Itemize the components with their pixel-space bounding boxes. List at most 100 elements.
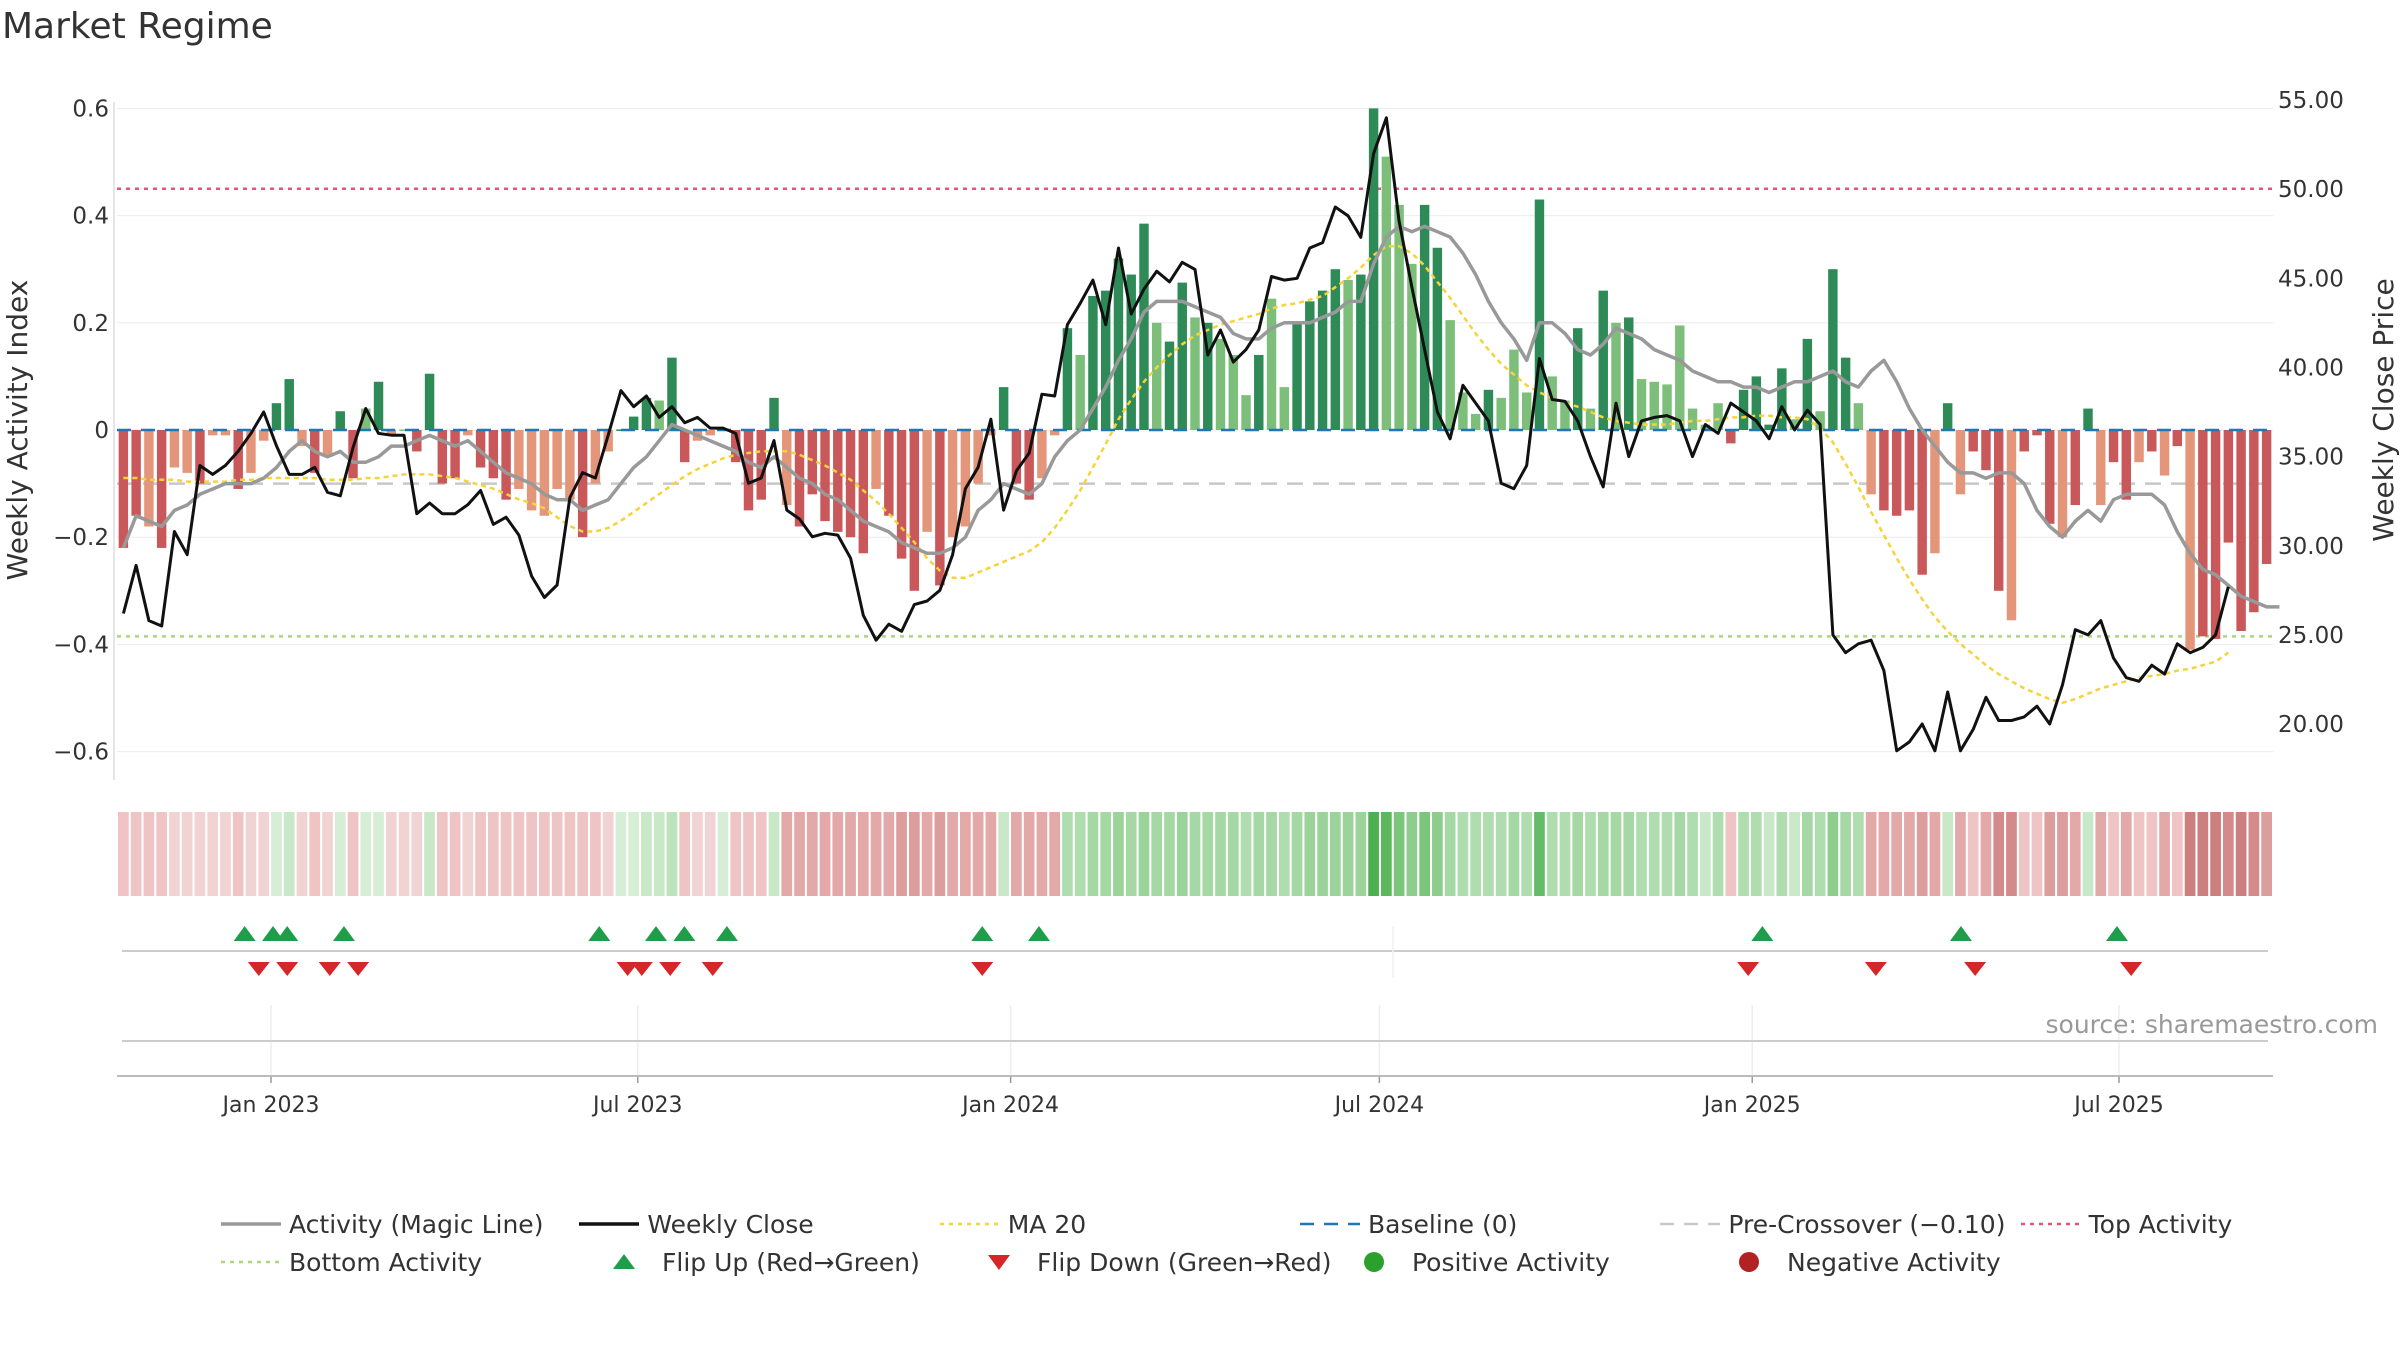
regime-strip-cell bbox=[794, 812, 805, 896]
regime-strip-cell bbox=[564, 812, 576, 896]
activity-bar bbox=[144, 430, 154, 527]
regime-strip-cell bbox=[1495, 812, 1507, 896]
regime-strip-cell bbox=[194, 812, 206, 896]
regime-strip-cell bbox=[1087, 812, 1099, 896]
ma20-line bbox=[123, 244, 2230, 704]
flip-down-marker bbox=[2120, 962, 2143, 976]
flip-up-marker bbox=[262, 926, 285, 941]
activity-bar bbox=[2096, 430, 2106, 506]
activity-bar bbox=[2108, 430, 2119, 463]
activity-bar bbox=[284, 379, 294, 430]
regime-strip-cell bbox=[730, 812, 742, 896]
regime-strip-cell bbox=[1891, 812, 1903, 896]
regime-strip-cell bbox=[960, 812, 971, 896]
regime-strip-cell bbox=[449, 812, 461, 896]
regime-strip-cell bbox=[1699, 812, 1711, 896]
regime-strip-cell bbox=[998, 812, 1009, 896]
activity-bar bbox=[1662, 384, 1672, 430]
activity-bar bbox=[1037, 430, 1047, 479]
activity-bar bbox=[1777, 368, 1787, 430]
activity-bar bbox=[1126, 274, 1136, 430]
activity-bar bbox=[577, 430, 588, 538]
regime-strip-cell bbox=[819, 812, 831, 896]
regime-strip-cell bbox=[283, 812, 295, 896]
regime-strip-cell bbox=[169, 812, 180, 896]
regime-strip-cell bbox=[1763, 812, 1775, 896]
activity-bar bbox=[1458, 392, 1468, 430]
regime-strip-cell bbox=[857, 812, 869, 896]
activity-bar bbox=[1649, 381, 1659, 430]
regime-strip-cell bbox=[832, 812, 844, 896]
activity-bar bbox=[922, 430, 932, 532]
legend-row: Activity (Magic Line) Weekly Close MA 20 Ba… bbox=[215, 1205, 2375, 1243]
regime-strip-cell bbox=[1648, 812, 1660, 896]
legend-label: Baseline (0) bbox=[1368, 1209, 1518, 1239]
regime-strip-cell bbox=[1789, 812, 1800, 896]
activity-bar bbox=[348, 430, 358, 479]
date-tick-label: Jan 2023 bbox=[221, 1093, 320, 1118]
flip-down-marker bbox=[247, 962, 270, 976]
regime-strip-cell bbox=[2261, 812, 2272, 896]
left-tick-label: 0.2 bbox=[72, 311, 109, 337]
regime-strip-cell bbox=[1074, 812, 1086, 896]
activity-bar bbox=[1687, 408, 1698, 430]
regime-strip-cell bbox=[1355, 812, 1367, 896]
regime-strip-cell bbox=[1929, 812, 1941, 896]
regime-strip-cell bbox=[1623, 812, 1635, 896]
activity-bar bbox=[1164, 341, 1175, 430]
activity-bar bbox=[1407, 263, 1417, 430]
activity-bar bbox=[1470, 413, 1481, 430]
activity-bar bbox=[986, 430, 996, 436]
activity-bar bbox=[386, 430, 397, 436]
activity-bar bbox=[373, 381, 384, 430]
regime-strip-cell bbox=[1062, 812, 1073, 896]
flip-down-marker bbox=[276, 962, 299, 976]
legend-row: Bottom Activity Flip Up (Red→Green) Flip D… bbox=[215, 1243, 2375, 1281]
activity-bar bbox=[437, 430, 448, 484]
regime-strip-cell bbox=[602, 812, 614, 896]
activity-bar bbox=[2223, 430, 2234, 543]
regime-strip-cell bbox=[334, 812, 346, 896]
legend-symbol-dotted bbox=[215, 1250, 287, 1274]
activity-bar bbox=[2070, 430, 2080, 506]
activity-bar bbox=[322, 430, 333, 457]
activity-bar bbox=[1751, 376, 1762, 430]
regime-strip-cell bbox=[2184, 812, 2196, 896]
regime-strip-cell bbox=[2031, 812, 2043, 896]
regime-strip-cell bbox=[1253, 812, 1265, 896]
activity-bar bbox=[526, 430, 537, 511]
regime-strip-cell bbox=[2006, 812, 2017, 896]
activity-bar bbox=[182, 430, 192, 473]
activity-bar bbox=[1840, 357, 1851, 430]
flip-down-marker bbox=[616, 962, 639, 976]
regime-strip-cell bbox=[2044, 812, 2056, 896]
regime-strip-cell bbox=[1393, 812, 1405, 896]
regime-strip-cell bbox=[1036, 812, 1048, 896]
legend-symbol-dot bbox=[1713, 1250, 1785, 1274]
activity-bar bbox=[1203, 322, 1213, 430]
right-tick-label: 30.00 bbox=[2278, 534, 2344, 560]
regime-strip-cell bbox=[2018, 812, 2030, 896]
regime-strip-cell bbox=[1508, 812, 1520, 896]
activity-bar bbox=[820, 430, 830, 522]
activity-bar bbox=[1624, 317, 1634, 430]
regime-strip-cell bbox=[1419, 812, 1430, 896]
flip-up-marker bbox=[1751, 926, 1774, 941]
regime-strip-cell bbox=[1291, 812, 1303, 896]
regime-strip-cell bbox=[1521, 812, 1533, 896]
legend-label: Pre-Crossover (−0.10) bbox=[1728, 1209, 2006, 1239]
legend-symbol-dotted bbox=[934, 1212, 1006, 1236]
activity-bar bbox=[488, 430, 499, 479]
activity-bar bbox=[450, 430, 460, 479]
activity-bar bbox=[1904, 430, 1915, 511]
flip-up-marker bbox=[2105, 926, 2128, 941]
activity-bar bbox=[590, 430, 601, 484]
regime-strip-cell bbox=[220, 812, 231, 896]
legend-label: Top Activity bbox=[2088, 1209, 2233, 1239]
activity-bar bbox=[1088, 296, 1098, 430]
regime-strip-cell bbox=[385, 812, 397, 896]
regime-strip-cell bbox=[1980, 812, 1992, 896]
regime-strip-cell bbox=[896, 812, 907, 896]
activity-bar bbox=[1942, 403, 1953, 430]
activity-bar bbox=[2147, 430, 2157, 452]
